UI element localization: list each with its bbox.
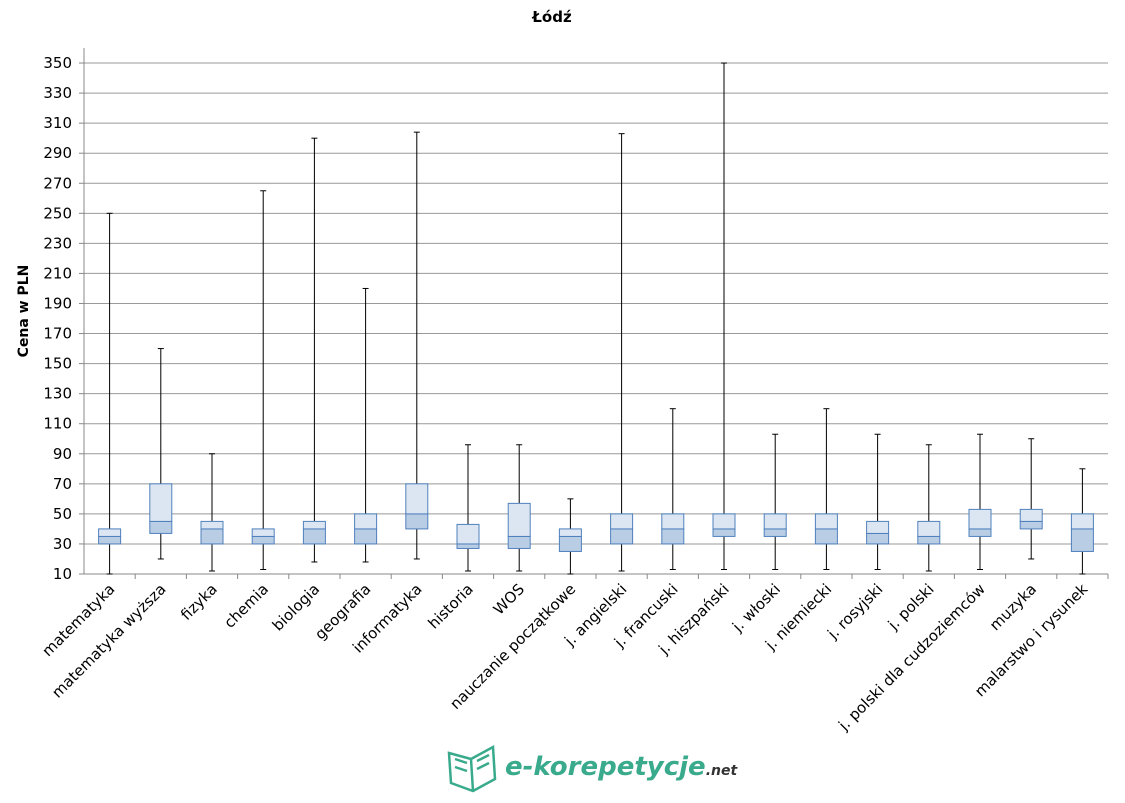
box-upper [302,520,326,530]
y-tick-label: 70 [53,475,72,493]
box-upper [405,483,429,515]
box-lower [1070,528,1094,552]
box-upper [968,508,992,530]
box-lower [456,543,480,549]
box-upper [1019,508,1043,522]
box-upper [661,513,685,530]
box-upper [507,502,531,537]
box-lower [814,528,838,545]
box-upper [558,528,582,537]
box-lower [200,528,224,545]
box-lower [968,528,992,537]
y-tick-label: 210 [43,264,72,282]
box-upper [1070,513,1094,530]
y-tick-label: 230 [43,234,72,252]
box-lower [610,528,634,545]
y-tick-label: 310 [43,114,72,132]
box-lower [712,528,736,537]
y-tick-label: 50 [53,505,72,523]
box-lower [405,513,429,530]
y-tick-label: 130 [43,385,72,403]
box-lower [661,528,685,545]
x-tick-label: chemia [220,580,272,632]
box-lower [763,528,787,537]
x-tick-label: WOS [490,580,528,618]
box-upper [251,528,275,537]
logo-suffix: .net [706,763,739,779]
x-tick-label: j. rosyjski [823,580,886,643]
chart-title: Łódź [531,8,572,26]
y-tick-label: 10 [53,565,72,583]
y-tick-label: 30 [53,535,72,553]
y-tick-label: 170 [43,325,72,343]
box-upper [98,528,122,537]
x-tick-label: historia [424,580,476,632]
box-upper [456,523,480,545]
logo-text: e-korepetycje.net [505,752,738,782]
box-upper [610,513,634,530]
y-axis-title: Cena w PLN [16,265,32,358]
box-lower [558,535,582,552]
y-tick-label: 330 [43,84,72,102]
box-upper [712,513,736,530]
logo-icon [447,744,497,793]
y-tick-label: 290 [43,144,72,162]
box-upper [814,513,838,530]
box-lower [507,535,531,549]
box-lower [251,535,275,545]
box-upper [200,520,224,530]
box-lower [302,528,326,545]
box-lower [917,535,941,545]
box-upper [866,520,890,534]
box-upper [354,513,378,530]
box-upper [763,513,787,530]
box-lower [866,532,890,545]
y-tick-label: 90 [53,445,72,463]
y-tick-label: 110 [43,415,72,433]
y-tick-label: 270 [43,174,72,192]
y-tick-label: 350 [43,54,72,72]
y-tick-label: 190 [43,294,72,312]
x-tick-label: fizyka [177,580,221,624]
logo-main: e-korepetycje [505,752,706,782]
box-lower [1019,520,1043,530]
y-tick-label: 250 [43,204,72,222]
box-upper [917,520,941,537]
y-tick-label: 150 [43,355,72,373]
box-lower [354,528,378,545]
box-lower [149,520,173,534]
box-lower [98,535,122,545]
box-upper [149,483,173,522]
